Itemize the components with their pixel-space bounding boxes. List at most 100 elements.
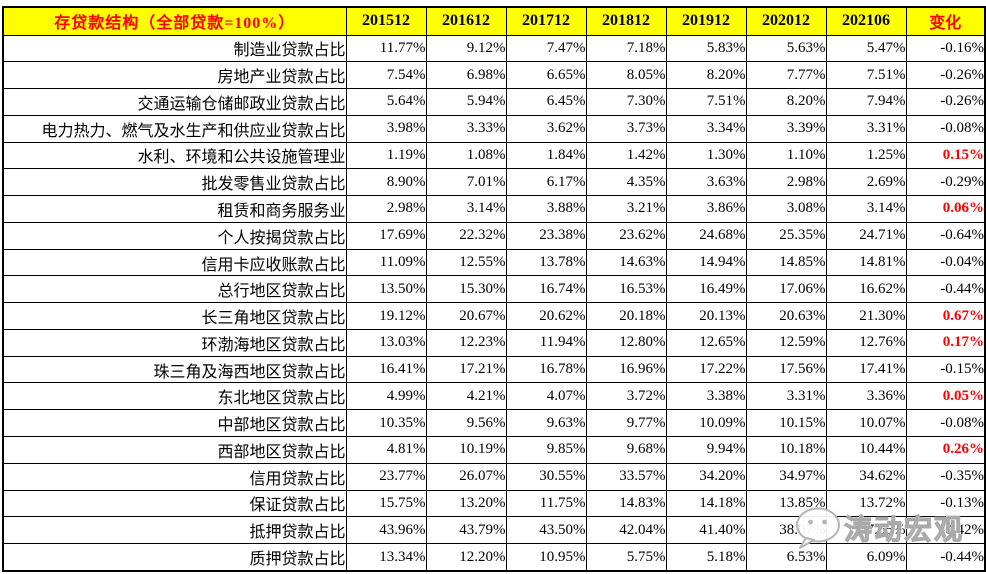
value-cell: 14.18% (665, 489, 747, 518)
row-label: 珠三角及海西地区贷款占比 (2, 355, 347, 384)
change-cell: -0.08% (905, 114, 986, 143)
table-row: 信用卡应收账款占比 11.09% 12.55% 13.78% 14.63% 14.94% 1… (2, 248, 986, 277)
header-row: 存贷款结构（全部贷款=100%） 201512 201612 201712 20… (2, 6, 986, 36)
value-cell: 8.90% (345, 168, 427, 197)
value-cell: 20.62% (505, 302, 587, 330)
year-header-202106: 202106 (825, 6, 907, 36)
table-row: 环渤海地区贷款占比 13.03% 12.23% 11.94% 12.80% 12.65% 1… (2, 328, 986, 357)
value-cell: 2.69% (825, 168, 907, 197)
table-row: 制造业贷款占比 11.77% 9.12% 7.47% 7.18% 5.83% 5.63% 5.… (2, 34, 986, 63)
value-cell: 3.98% (345, 114, 427, 143)
value-cell: 3.86% (665, 195, 747, 223)
table-row: 交通运输仓储邮政业贷款占比 5.64% 5.94% 6.45% 7.30% 7.51% 8.… (2, 88, 986, 116)
value-cell: 9.56% (425, 409, 507, 437)
table-row: 水利、环境和公共设施管理业 1.19% 1.08% 1.84% 1.42% 1.30% 1.… (2, 141, 986, 170)
row-label: 抵押贷款占比 (2, 516, 347, 545)
value-cell: 43.50% (505, 516, 587, 545)
value-cell: 10.09% (665, 409, 747, 437)
value-cell: 6.17% (505, 168, 587, 197)
value-cell: 13.78% (505, 248, 587, 277)
value-cell: 6.65% (505, 61, 587, 90)
value-cell: 25.35% (745, 221, 827, 250)
value-cell: 3.72% (585, 382, 667, 411)
value-cell: 8.05% (585, 61, 667, 90)
value-cell: 12.23% (425, 328, 507, 357)
row-label: 东北地区贷款占比 (2, 382, 347, 411)
value-cell: 34.20% (665, 462, 747, 491)
change-cell: -0.44% (905, 275, 986, 304)
value-cell: 5.63% (745, 34, 827, 63)
value-cell: 7.77% (745, 61, 827, 90)
table-row: 租赁和商务服务业 2.98% 3.14% 3.88% 3.21% 3.86% 3.08% 3.… (2, 195, 986, 223)
value-cell: 3.31% (745, 382, 827, 411)
value-cell: 16.62% (825, 275, 907, 304)
table-row: 西部地区贷款占比 4.81% 10.19% 9.85% 9.68% 9.94% 10.18%… (2, 435, 986, 464)
value-cell: 16.96% (585, 355, 667, 384)
value-cell: 20.13% (665, 302, 747, 330)
value-cell: 23.62% (585, 221, 667, 250)
change-cell: -0.04% (905, 248, 986, 277)
value-cell: 12.76% (825, 328, 907, 357)
value-cell: 10.35% (345, 409, 427, 437)
value-cell: 13.20% (425, 489, 507, 518)
value-cell: 11.94% (505, 328, 587, 357)
value-cell: 7.51% (665, 88, 747, 116)
value-cell: 10.18% (745, 435, 827, 464)
value-cell: 9.12% (425, 34, 507, 63)
year-header-201912: 201912 (665, 6, 747, 36)
value-cell: 2.98% (745, 168, 827, 197)
value-cell: 26.07% (425, 462, 507, 491)
value-cell: 9.85% (505, 435, 587, 464)
row-label: 长三角地区贷款占比 (2, 302, 347, 330)
value-cell: 5.94% (425, 88, 507, 116)
value-cell: 14.94% (665, 248, 747, 277)
value-cell: 11.09% (345, 248, 427, 277)
value-cell: 4.81% (345, 435, 427, 464)
value-cell: 3.33% (425, 114, 507, 143)
value-cell: 2.98% (345, 195, 427, 223)
value-cell: 30.55% (505, 462, 587, 491)
value-cell: 17.69% (345, 221, 427, 250)
value-cell: 20.18% (585, 302, 667, 330)
value-cell: 16.78% (505, 355, 587, 384)
row-label: 水利、环境和公共设施管理业 (2, 141, 347, 170)
value-cell: 24.71% (825, 221, 907, 250)
table-row: 个人按揭贷款占比 17.69% 22.32% 23.38% 23.62% 24.68% 25… (2, 221, 986, 250)
change-cell: -0.35% (905, 462, 986, 491)
value-cell: 34.62% (825, 462, 907, 491)
row-label: 保证贷款占比 (2, 489, 347, 518)
value-cell: 11.77% (345, 34, 427, 63)
table-row: 房地产业贷款占比 7.54% 6.98% 6.65% 8.05% 8.20% 7.77% 7.… (2, 61, 986, 90)
value-cell: 13.50% (345, 275, 427, 304)
value-cell: 4.21% (425, 382, 507, 411)
value-cell: 16.53% (585, 275, 667, 304)
year-header-201712: 201712 (505, 6, 587, 36)
value-cell: 1.30% (665, 141, 747, 170)
value-cell: 16.49% (665, 275, 747, 304)
table-row: 保证贷款占比 15.75% 13.20% 11.75% 14.83% 14.18% 13.8… (2, 489, 986, 518)
change-cell: -0.15% (905, 355, 986, 384)
value-cell: 8.20% (745, 88, 827, 116)
value-cell: 1.10% (745, 141, 827, 170)
value-cell: 14.83% (585, 489, 667, 518)
loan-structure-table: 存贷款结构（全部贷款=100%） 201512 201612 201712 20… (2, 6, 986, 572)
value-cell: 6.98% (425, 61, 507, 90)
value-cell: 17.41% (825, 355, 907, 384)
value-cell: 21.30% (825, 302, 907, 330)
value-cell: 7.54% (345, 61, 427, 90)
value-cell: 14.81% (825, 248, 907, 277)
value-cell: 9.68% (585, 435, 667, 464)
value-cell: 6.53% (745, 543, 827, 572)
value-cell: 7.51% (825, 61, 907, 90)
year-header-201612: 201612 (425, 6, 507, 36)
row-label: 信用卡应收账款占比 (2, 248, 347, 277)
value-cell: 42.04% (585, 516, 667, 545)
value-cell: 7.18% (585, 34, 667, 63)
change-cell: -0.13% (905, 489, 986, 518)
value-cell: 3.38% (665, 382, 747, 411)
value-cell: 16.41% (345, 355, 427, 384)
row-label: 环渤海地区贷款占比 (2, 328, 347, 357)
row-label: 批发零售业贷款占比 (2, 168, 347, 197)
row-label: 总行地区贷款占比 (2, 275, 347, 304)
table-row: 质押贷款占比 13.34% 12.20% 10.95% 5.75% 5.18% 6.53% 6… (2, 543, 986, 572)
